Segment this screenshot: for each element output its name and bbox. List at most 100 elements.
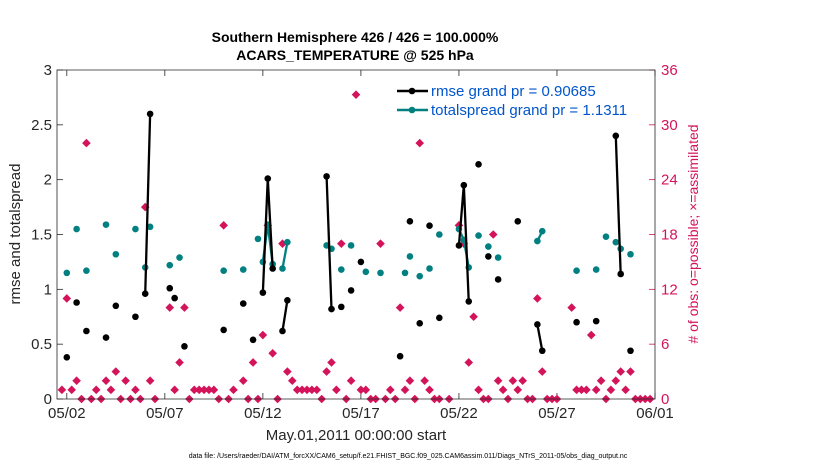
obs-count-marker (464, 358, 474, 367)
rmse-point (132, 313, 139, 321)
y-axis-label: rmse and totalspread (7, 164, 24, 305)
obs-count-marker (199, 385, 209, 395)
obs-count-marker (533, 294, 542, 303)
legend-spread-label: totalspread grand pr = 1.1311 (431, 102, 627, 119)
obs-count-marker (165, 303, 175, 312)
spread-point (337, 266, 345, 273)
x-tick-label: 05/02 (48, 405, 86, 422)
obs-count-marker (518, 376, 527, 386)
spread-point (573, 267, 580, 274)
obs-count-marker (194, 385, 204, 395)
spread-point (592, 266, 600, 273)
obs-count-marker (72, 376, 81, 386)
obs-count-marker (180, 303, 189, 312)
obs-count-marker (420, 376, 429, 386)
rmse-point (485, 253, 492, 260)
rmse-point (627, 347, 634, 355)
obs-count-marker (498, 385, 508, 395)
spread-point (612, 238, 620, 246)
spread-point (146, 223, 154, 231)
rmse-point (592, 317, 600, 325)
x-tick-label: 05/17 (342, 405, 380, 422)
rmse-point (323, 173, 330, 180)
plot-frame (56, 69, 656, 400)
spread-point (63, 269, 71, 277)
rmse-point (83, 327, 90, 335)
rmse-point (617, 270, 624, 278)
rmse-point (357, 258, 365, 266)
rmse-point (259, 289, 267, 296)
obs-count-marker (111, 367, 121, 376)
spread-point (73, 225, 80, 233)
spread-point (176, 254, 183, 261)
rmse-point (514, 218, 522, 225)
obs-count-marker (336, 239, 346, 248)
spread-point (284, 238, 291, 246)
rmse-point (171, 294, 178, 302)
spread-point (475, 232, 482, 239)
spread-point (362, 268, 370, 276)
chart-title-line1: Southern Hemisphere 426 / 426 = 100.000% (212, 29, 499, 45)
footer-data-file: data file: /Users/raeder/DAI/ATM_forcXX/… (189, 453, 628, 460)
rmse-point (573, 318, 580, 326)
obs-count-marker (596, 376, 606, 386)
rmse-point (416, 320, 424, 327)
obs-count-marker (82, 138, 91, 148)
obs-count-marker (292, 385, 302, 395)
obs-count-marker (131, 385, 140, 395)
obs-count-marker (508, 376, 518, 386)
obs-count-marker (606, 385, 616, 395)
plot-area (57, 70, 655, 399)
obs-count-marker (577, 385, 586, 395)
obs-count-marker (57, 385, 67, 395)
rmse-line-segment (536, 324, 544, 351)
y-right-tick-label: 36 (661, 62, 678, 79)
spread-point (602, 233, 610, 240)
obs-count-marker (386, 385, 395, 395)
obs-count-marker (474, 385, 483, 395)
obs-count-marker (312, 385, 322, 395)
rmse-line-segment (281, 300, 289, 332)
obs-count-marker (586, 330, 596, 340)
obs-count-marker (591, 385, 601, 395)
obs-count-marker (582, 385, 591, 395)
y-right-tick-label: 30 (661, 117, 678, 134)
y-right-tick-label: 24 (661, 172, 678, 189)
rmse-point (239, 300, 247, 307)
obs-count-marker (572, 385, 581, 395)
spread-point (494, 254, 502, 261)
y-right-tick-label: 0 (661, 391, 669, 408)
obs-count-marker (626, 367, 635, 376)
rmse-point (406, 218, 414, 225)
rmse-point (337, 303, 345, 311)
obs-count-marker (283, 367, 292, 376)
obs-count-marker (332, 385, 341, 395)
obs-count-marker (229, 385, 238, 395)
rmse-point (279, 327, 286, 335)
y-right-tick-label: 18 (661, 227, 678, 244)
y-right-tick-label: 6 (661, 336, 669, 353)
spread-point (401, 269, 409, 277)
obs-count-marker (395, 303, 405, 312)
obs-count-marker (278, 239, 287, 248)
rmse-point (112, 302, 120, 310)
legend-spread-marker (408, 106, 416, 114)
rmse-point (102, 334, 110, 341)
spread-point (112, 250, 120, 258)
spread-point (102, 221, 110, 228)
y-tick-label: 0 (44, 391, 52, 408)
rmse-point (249, 336, 257, 344)
legend: rmse grand pr = 0.90685 totalspread gran… (397, 83, 627, 119)
chart-title-line2: ACARS_TEMPERATURE @ 525 hPa (236, 47, 474, 63)
tick-layer: 05/02 05/07 05/12 05/17 05/22 05/27 06/0100.51… (31, 62, 678, 422)
spread-point (485, 243, 492, 250)
spread-point (254, 235, 262, 243)
rmse-point (220, 326, 227, 334)
rmse-point (141, 290, 149, 298)
obs-count-marker (297, 385, 307, 395)
obs-count-marker (121, 376, 130, 386)
obs-count-marker (219, 221, 228, 230)
obs-count-marker (469, 312, 478, 322)
spread-point (377, 269, 384, 277)
obs-count-marker (145, 376, 155, 386)
